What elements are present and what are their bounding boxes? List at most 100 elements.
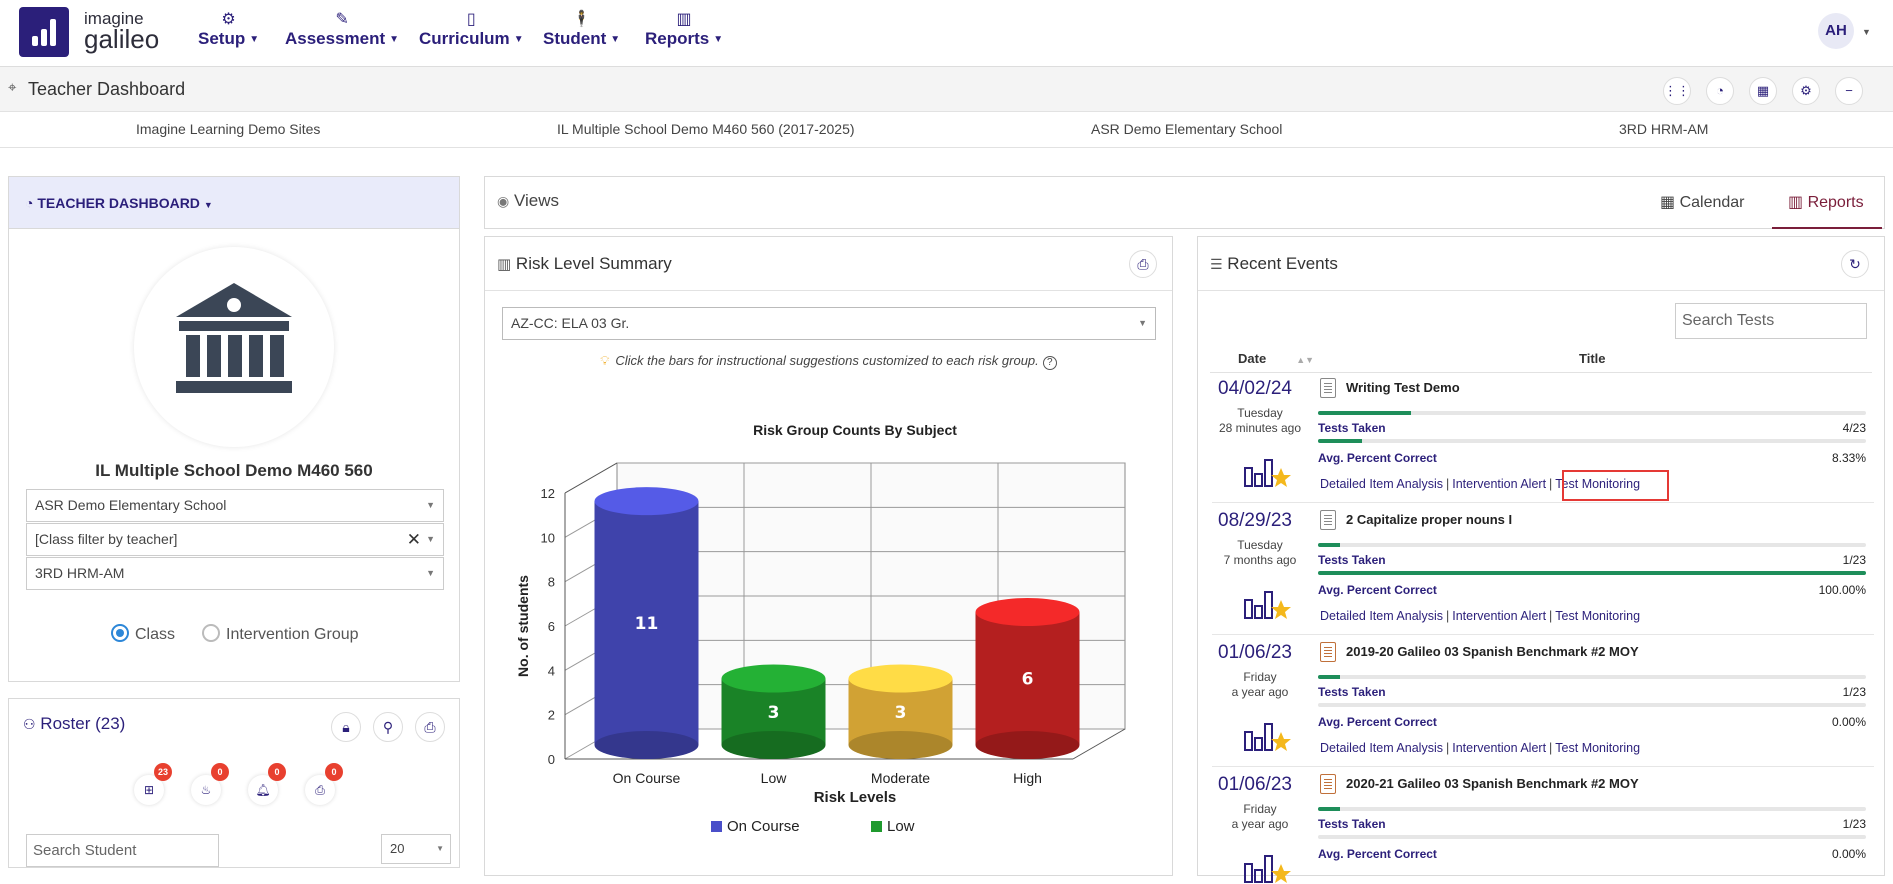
radio-intervention-group[interactable]: Intervention Group <box>202 624 359 644</box>
event-date: 01/06/23 <box>1218 774 1292 795</box>
tests-taken-value: 1/23 <box>1842 553 1866 567</box>
test-monitoring-link[interactable]: Test Monitoring <box>1555 741 1641 755</box>
dashboard-button[interactable]: ◔ <box>1706 77 1734 105</box>
test-stats-icon[interactable] <box>1243 588 1291 620</box>
grid-view-button[interactable]: ⋮⋮ <box>1663 77 1691 105</box>
birthday-button[interactable]: ♨ 0 <box>191 763 229 805</box>
event-ago: a year ago <box>1231 685 1289 699</box>
user-avatar[interactable]: AH <box>1818 13 1854 49</box>
search-student-input[interactable]: Search Student <box>26 834 219 867</box>
lock-button[interactable]: 🔒︎ <box>331 712 361 742</box>
test-monitoring-link[interactable]: Test Monitoring <box>1555 609 1641 623</box>
nav-student[interactable]: 🕴 Student ▼ <box>543 11 621 48</box>
tab-calendar[interactable]: ▦ Calendar <box>1660 194 1745 211</box>
user-button[interactable]: ⚲ <box>373 712 403 742</box>
breadcrumb-item[interactable]: Imagine Learning Demo Sites <box>136 121 321 137</box>
event-title[interactable]: 2019-20 Galileo 03 Spanish Benchmark #2 … <box>1346 644 1639 659</box>
tests-taken-label: Tests Taken <box>1318 685 1386 699</box>
detailed-item-analysis-link[interactable]: Detailed Item Analysis <box>1320 477 1443 491</box>
bar-high <box>975 612 1080 745</box>
radio-class[interactable]: Class <box>111 624 175 644</box>
class-select[interactable]: 3RD HRM-AM ▼ <box>26 557 444 590</box>
clear-icon[interactable]: ✕ <box>406 530 421 549</box>
tests-taken-label: Tests Taken <box>1318 553 1386 567</box>
lightbulb-icon: 💡︎ <box>600 353 610 368</box>
intervention-alert-link[interactable]: Intervention Alert <box>1452 741 1547 755</box>
settings-button[interactable]: ⚙ <box>1792 77 1820 105</box>
bar-chart-icon: ▥ <box>676 11 692 28</box>
panel-title: ▥ Risk Level Summary <box>497 254 672 273</box>
bar-chart-icon: ▥ <box>497 256 512 273</box>
help-icon[interactable]: ? <box>1042 356 1057 370</box>
tests-taken-bar <box>1318 807 1866 811</box>
event-ago: a year ago <box>1231 817 1289 831</box>
test-stats-icon[interactable] <box>1243 456 1291 488</box>
tab-reports[interactable]: ▥ Reports <box>1788 194 1864 211</box>
panel-header: ▥ Risk Level Summary ⎙ <box>485 237 1172 291</box>
gear-icon: ⚙ <box>221 11 236 28</box>
grid-filter-button[interactable]: ⊞ 23 <box>134 763 172 805</box>
cake-icon: ♨ <box>200 783 212 797</box>
page-title-bar: ⌖ Teacher Dashboard ⋮⋮ ◔ ▦ ⚙ − <box>0 67 1893 112</box>
column-header-title: Title <box>1579 351 1606 366</box>
nav-reports[interactable]: ▥ Reports ▼ <box>645 11 724 48</box>
event-date: 08/29/23 <box>1218 510 1292 531</box>
breadcrumb-item[interactable]: ASR Demo Elementary School <box>1091 121 1283 137</box>
roster-title: ⚇ Roster (23) <box>23 714 126 733</box>
risk-group-chart: Risk Group Counts By Subject 0 2 4 6 8 10 12 11 O… <box>515 422 1126 849</box>
chevron-down-icon: ▼ <box>436 844 444 853</box>
page-size-select[interactable]: 20 ▼ <box>381 834 451 864</box>
print-button[interactable]: ⎙ <box>415 712 445 742</box>
bar-base <box>975 731 1080 759</box>
detailed-item-analysis-link[interactable]: Detailed Item Analysis <box>1320 609 1443 623</box>
event-links: Detailed Item Analysis | Intervention Aler… <box>1320 609 1641 623</box>
refresh-button[interactable]: ↻ <box>1841 250 1869 278</box>
event-day: Tuesday <box>1237 406 1283 420</box>
radio-button-checked[interactable] <box>111 624 129 642</box>
radio-button[interactable] <box>202 624 220 642</box>
bar-chart-icon: ▥ <box>1788 194 1804 211</box>
test-document-icon <box>1320 510 1336 530</box>
active-tab-indicator <box>1772 227 1882 229</box>
class-filter-select[interactable]: [Class filter by teacher] ✕ ▼ <box>26 523 444 556</box>
minimize-button[interactable]: − <box>1835 77 1863 105</box>
test-monitoring-link[interactable]: Test Monitoring <box>1555 477 1641 491</box>
list-icon: ☰ <box>1210 256 1223 272</box>
breadcrumb-item[interactable]: 3RD HRM-AM <box>1619 121 1709 137</box>
gauge-icon: ◔ <box>25 195 34 211</box>
school-building-icon <box>176 283 292 393</box>
column-header-date[interactable]: Date ▲▼ <box>1238 351 1315 366</box>
school-select[interactable]: ASR Demo Elementary School ▼ <box>26 489 444 522</box>
legend-item: On Course <box>727 818 800 835</box>
print-button[interactable]: ⎙ <box>1129 250 1157 278</box>
gear-icon: ⚙ <box>1800 83 1812 98</box>
calendar-button[interactable]: ▦ <box>1749 77 1777 105</box>
nav-curriculum[interactable]: ▯ Curriculum ▼ <box>419 11 524 48</box>
tests-taken-value: 1/23 <box>1842 685 1866 699</box>
event-title[interactable]: Writing Test Demo <box>1346 380 1460 395</box>
test-stats-icon[interactable] <box>1243 720 1291 752</box>
chevron-down-icon[interactable]: ▼ <box>1862 27 1871 37</box>
detailed-item-analysis-link[interactable]: Detailed Item Analysis <box>1320 741 1443 755</box>
book-icon: ▯ <box>466 11 476 28</box>
intervention-alert-link[interactable]: Intervention Alert <box>1452 477 1547 491</box>
dashboard-menu-toggle[interactable]: ◔ TEACHER DASHBOARD ▼ <box>25 195 213 211</box>
nav-assessment[interactable]: ✎ Assessment ▼ <box>285 11 400 48</box>
search-tests-input[interactable]: Search Tests <box>1675 303 1867 339</box>
avg-percent-label: Avg. Percent Correct <box>1318 847 1437 861</box>
location-pin-icon: ⌖ <box>8 79 17 96</box>
subject-select[interactable]: AZ-CC: ELA 03 Gr. ▼ <box>502 307 1156 340</box>
divider <box>1212 502 1874 503</box>
intervention-alert-link[interactable]: Intervention Alert <box>1452 609 1547 623</box>
nav-setup[interactable]: ⚙ Setup ▼ <box>198 11 260 48</box>
event-title[interactable]: 2020-21 Galileo 03 Spanish Benchmark #2 … <box>1346 776 1639 791</box>
event-title[interactable]: 2 Capitalize proper nouns I <box>1346 512 1513 527</box>
print-queue-button[interactable]: ⎙ 0 <box>305 763 343 805</box>
breadcrumb-item[interactable]: IL Multiple School Demo M460 560 (2017-2… <box>557 121 855 137</box>
tests-taken-value: 1/23 <box>1842 817 1866 831</box>
alerts-button[interactable]: 🔔︎ 0 <box>248 763 286 805</box>
chevron-down-icon: ▼ <box>1138 318 1147 328</box>
imagine-galileo-logo-icon[interactable] <box>19 7 69 57</box>
test-document-icon <box>1320 774 1336 794</box>
test-stats-icon[interactable] <box>1243 852 1291 884</box>
